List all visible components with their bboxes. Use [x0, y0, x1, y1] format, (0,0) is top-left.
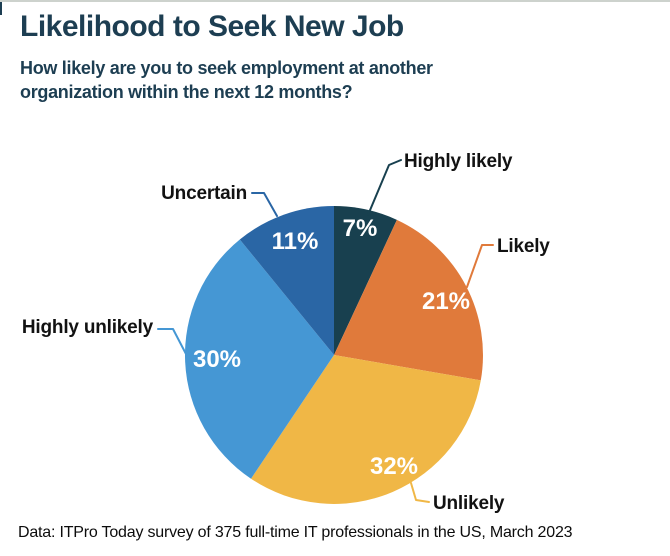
pie-slice-unlikely — [251, 355, 481, 504]
slice-category-label-highly-likely: Highly likely — [404, 151, 513, 172]
left-edge-mark — [0, 2, 2, 15]
pie-slice-highly-unlikely — [184, 239, 334, 479]
pie-slice-likely — [334, 219, 483, 381]
chart-question-line2: organization within the next 12 months? — [20, 82, 353, 102]
chart-question: How likely are you to seek employment at… — [20, 56, 433, 104]
data-source-note: Data: ITPro Today survey of 375 full-tim… — [18, 524, 573, 541]
slice-category-label-likely: Likely — [497, 236, 550, 257]
chart-question-line1: How likely are you to seek employment at… — [20, 58, 433, 78]
pie-slice-uncertain — [239, 205, 334, 355]
slice-percent-label-likely: 21% — [422, 288, 470, 315]
leader-line-highly-likely — [367, 159, 402, 216]
slice-percent-label-uncertain: 11% — [272, 228, 319, 255]
slice-category-label-unlikely: Unlikely — [433, 493, 505, 514]
slice-percent-label-highly-unlikely: 30% — [193, 346, 241, 373]
leader-line-uncertain — [251, 192, 278, 217]
slice-category-label-uncertain: Uncertain — [161, 183, 247, 204]
page-title: Likelihood to Seek New Job — [20, 10, 404, 43]
leader-line-highly-unlikely — [157, 328, 187, 355]
leader-line-likely — [466, 244, 494, 288]
pie-slice-highly-likely — [334, 205, 397, 355]
slice-percent-label-unlikely: 32% — [370, 453, 418, 480]
slice-percent-label-highly-likely: 7% — [343, 215, 378, 242]
slice-category-label-highly-unlikely: Highly unlikely — [22, 317, 154, 338]
leader-line-unlikely — [410, 482, 430, 503]
